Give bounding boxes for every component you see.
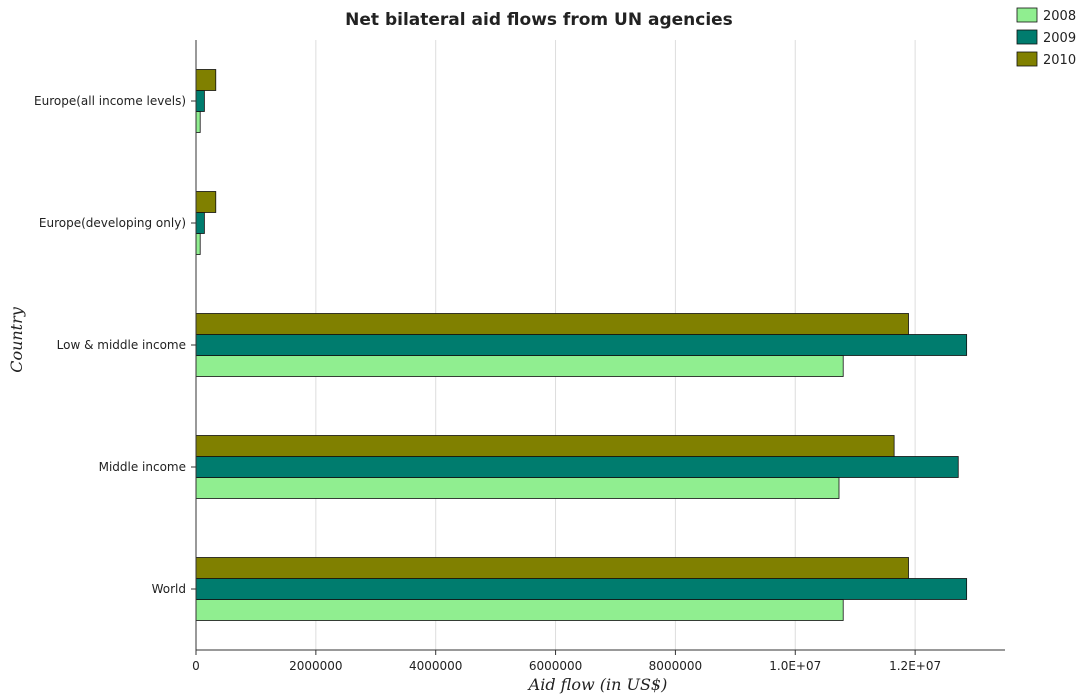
bar-2008-europe-developing-only- <box>195 233 201 255</box>
y-tick-labels: Europe(all income levels) Europe(developi… <box>34 94 196 596</box>
x-tick-label: 1.2E+07 <box>889 659 941 673</box>
bar-2009-middle-income <box>195 456 959 478</box>
bar-2009-low-middle-income <box>195 334 968 356</box>
x-tick-label: 6000000 <box>529 659 582 673</box>
x-tick-label: 4000000 <box>409 659 462 673</box>
x-tick-label: 0 <box>192 659 200 673</box>
y-axis-label: Country <box>7 306 26 373</box>
bar-2010-europe-developing-only- <box>195 191 217 213</box>
bar-2010-low-middle-income <box>195 313 909 335</box>
bar-2010-middle-income <box>195 435 895 457</box>
bar-2009-europe-developing-only- <box>195 212 205 234</box>
x-tick-label: 1.0E+07 <box>769 659 821 673</box>
x-tick-labels: 0 2000000 4000000 6000000 8000000 1.0E+07 1.2E… <box>192 650 941 673</box>
x-tick-label: 8000000 <box>649 659 702 673</box>
x-tick-label: 2000000 <box>289 659 342 673</box>
bar-2009-europe-all-income-levels- <box>195 90 205 112</box>
chart-title: Net bilateral aid flows from UN agencies <box>345 10 733 30</box>
bar-2008-low-middle-income <box>195 355 844 377</box>
y-tick-label: Europe(all income levels) <box>34 94 186 108</box>
legend-label-2008: 2008 <box>1043 9 1076 24</box>
y-tick-label: Middle income <box>99 460 186 474</box>
bar-2010-europe-all-income-levels- <box>195 69 217 91</box>
y-tick-label: World <box>152 582 186 596</box>
legend-label-2009: 2009 <box>1043 31 1076 46</box>
y-tick-label: Low & middle income <box>57 338 186 352</box>
x-axis-label: Aid flow (in US$) <box>527 675 668 694</box>
legend-swatch-2010 <box>1016 51 1038 67</box>
bar-2008-middle-income <box>195 477 840 499</box>
legend: 2008 2009 2010 <box>1016 7 1076 68</box>
legend-swatch-2008 <box>1016 7 1038 23</box>
legend-swatch-2009 <box>1016 29 1038 45</box>
bar-2008-world <box>195 599 844 621</box>
bar-2009-world <box>195 578 968 600</box>
bar-2010-world <box>195 557 909 579</box>
bar-2008-europe-all-income-levels- <box>195 111 201 133</box>
y-tick-label: Europe(developing only) <box>39 216 186 230</box>
bars <box>195 69 968 621</box>
legend-label-2010: 2010 <box>1043 53 1076 68</box>
